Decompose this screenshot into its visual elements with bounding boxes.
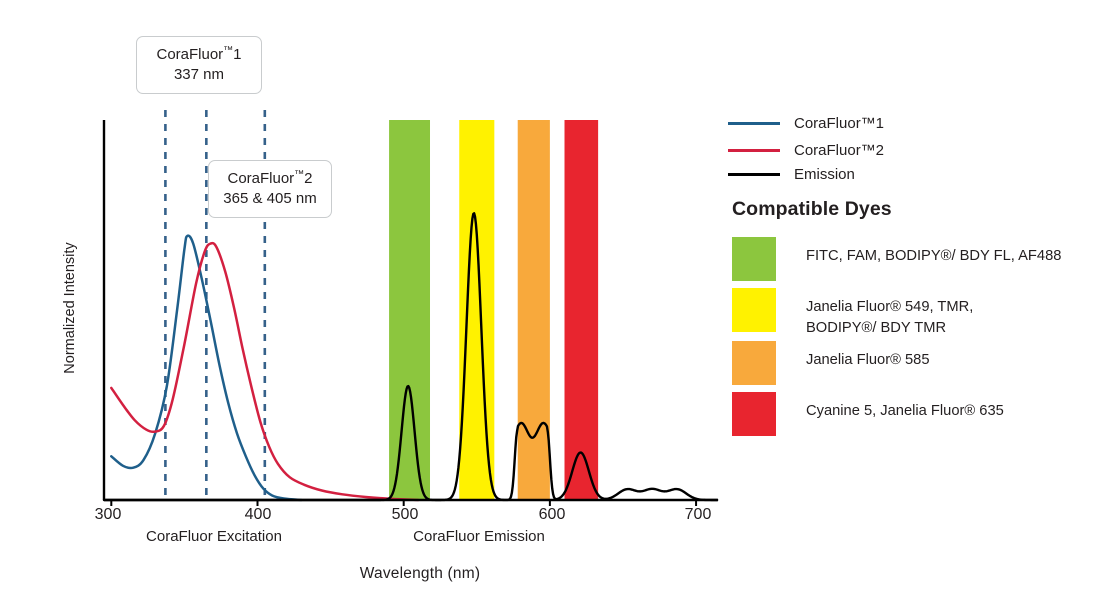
- x-tick-700: 700: [684, 506, 712, 523]
- x-tick-400: 400: [244, 506, 272, 523]
- legend-panel: CoraFluor™1 CoraFluor™2 Emission Compati…: [728, 0, 1110, 612]
- callout-2-value: 365 & 405 nm: [223, 189, 317, 207]
- y-axis-title: Normalized Intensity: [62, 242, 78, 374]
- dye-item-red: Cyanine 5, Janelia Fluor® 635: [732, 392, 1004, 436]
- trademark-symbol: ™: [223, 45, 234, 56]
- emission-group-label: CoraFluor Emission: [413, 528, 545, 545]
- legend-swatch-line: [728, 121, 780, 125]
- compatible-dyes-title: Compatible Dyes: [732, 198, 892, 220]
- callout-1-value: 337 nm: [173, 65, 225, 83]
- chart-plot-area: 300 400 500 600 700 CoraFluor Excitation…: [62, 36, 719, 582]
- legend-item-corafluor-1: CoraFluor™1: [728, 114, 884, 132]
- legend-label: CoraFluor™1: [794, 114, 885, 132]
- dye-item-yellow: Janelia Fluor® 549, TMR, BODIPY®/ BDY TM…: [732, 288, 973, 339]
- dye-color-swatch: [732, 341, 776, 385]
- x-tick-600: 600: [538, 506, 566, 523]
- spectra-chart: [102, 110, 719, 506]
- callout-corafluor-2: CoraFluor™2 365 & 405 nm: [208, 160, 332, 218]
- legend-item-corafluor-2: CoraFluor™2: [728, 141, 884, 159]
- dye-item-green: FITC, FAM, BODIPY®/ BDY FL, AF488: [732, 237, 1061, 281]
- callout-1-name: CoraFluor: [156, 46, 224, 63]
- x-axis-title: Wavelength (nm): [359, 565, 481, 582]
- dye-label: Janelia Fluor® 585: [806, 352, 930, 368]
- legend-label: CoraFluor™2: [794, 141, 885, 159]
- dye-color-swatch: [732, 392, 776, 436]
- trademark-symbol: ™: [294, 169, 305, 180]
- x-tick-300: 300: [94, 506, 122, 523]
- excitation-group-label: CoraFluor Excitation: [146, 528, 282, 545]
- dye-label: FITC, FAM, BODIPY®/ BDY FL, AF488: [806, 248, 1062, 264]
- dye-color-swatch: [732, 237, 776, 281]
- callout-1-number: 1: [233, 46, 242, 63]
- legend-item-emission: Emission: [728, 165, 855, 183]
- callout-corafluor-1: CoraFluor™1 337 nm: [136, 36, 262, 94]
- dye-color-swatch: [732, 288, 776, 332]
- callout-2-number: 2: [304, 170, 313, 187]
- legend-label: Emission: [794, 165, 855, 183]
- legend-swatch-line: [728, 172, 780, 176]
- dye-item-orange: Janelia Fluor® 585: [732, 341, 930, 385]
- legend-swatch-line: [728, 148, 780, 152]
- dye-label: Janelia Fluor® 549, TMR, BODIPY®/ BDY TM…: [806, 299, 974, 336]
- callout-2-name: CoraFluor: [227, 170, 295, 187]
- x-tick-500: 500: [391, 506, 419, 523]
- dye-label: Cyanine 5, Janelia Fluor® 635: [806, 403, 1004, 419]
